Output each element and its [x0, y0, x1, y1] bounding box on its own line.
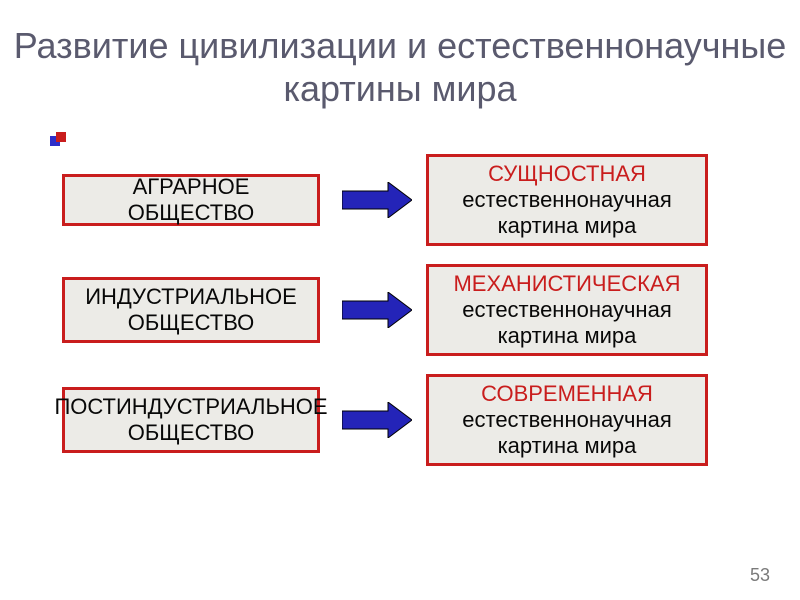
- worldview-highlight: СОВРЕМЕННАЯ: [481, 381, 653, 407]
- diagram-row: ПОСТИНДУСТРИАЛЬНОЕ ОБЩЕСТВО СОВРЕМЕННАЯ …: [0, 375, 800, 465]
- diagram-row: АГРАРНОЕ ОБЩЕСТВО СУЩНОСТНАЯ естественно…: [0, 155, 800, 245]
- title-block: Развитие цивилизации и естественнонаучны…: [0, 24, 800, 110]
- society-label: ИНДУСТРИАЛЬНОЕ ОБЩЕСТВО: [85, 284, 297, 336]
- arrow-icon: [338, 402, 416, 438]
- diagram-row: ИНДУСТРИАЛЬНОЕ ОБЩЕСТВО МЕХАНИСТИЧЕСКАЯ …: [0, 265, 800, 355]
- slide-title: Развитие цивилизации и естественнонаучны…: [0, 24, 800, 110]
- diagram-rows: АГРАРНОЕ ОБЩЕСТВО СУЩНОСТНАЯ естественно…: [0, 155, 800, 485]
- slide: Развитие цивилизации и естественнонаучны…: [0, 0, 800, 600]
- arrow-icon: [338, 292, 416, 328]
- worldview-box-essential: СУЩНОСТНАЯ естественнонаучная картина ми…: [426, 154, 708, 246]
- worldview-highlight: СУЩНОСТНАЯ: [488, 161, 646, 187]
- society-label: АГРАРНОЕ ОБЩЕСТВО: [75, 174, 307, 226]
- bullet-red-square: [56, 132, 66, 142]
- worldview-highlight: МЕХАНИСТИЧЕСКАЯ: [453, 271, 680, 297]
- society-label: ПОСТИНДУСТРИАЛЬНОЕ ОБЩЕСТВО: [54, 394, 327, 446]
- society-box-agrarian: АГРАРНОЕ ОБЩЕСТВО: [62, 174, 320, 226]
- page-number: 53: [750, 565, 770, 586]
- worldview-rest: естественнонаучная картина мира: [462, 407, 671, 459]
- society-box-industrial: ИНДУСТРИАЛЬНОЕ ОБЩЕСТВО: [62, 277, 320, 343]
- worldview-box-mechanistic: МЕХАНИСТИЧЕСКАЯ естественнонаучная карти…: [426, 264, 708, 356]
- worldview-rest: естественнонаучная картина мира: [462, 297, 671, 349]
- title-bullet-icon: [50, 132, 64, 146]
- arrow-icon: [338, 182, 416, 218]
- worldview-rest: естественнонаучная картина мира: [462, 187, 671, 239]
- worldview-box-modern: СОВРЕМЕННАЯ естественнонаучная картина м…: [426, 374, 708, 466]
- society-box-postindustrial: ПОСТИНДУСТРИАЛЬНОЕ ОБЩЕСТВО: [62, 387, 320, 453]
